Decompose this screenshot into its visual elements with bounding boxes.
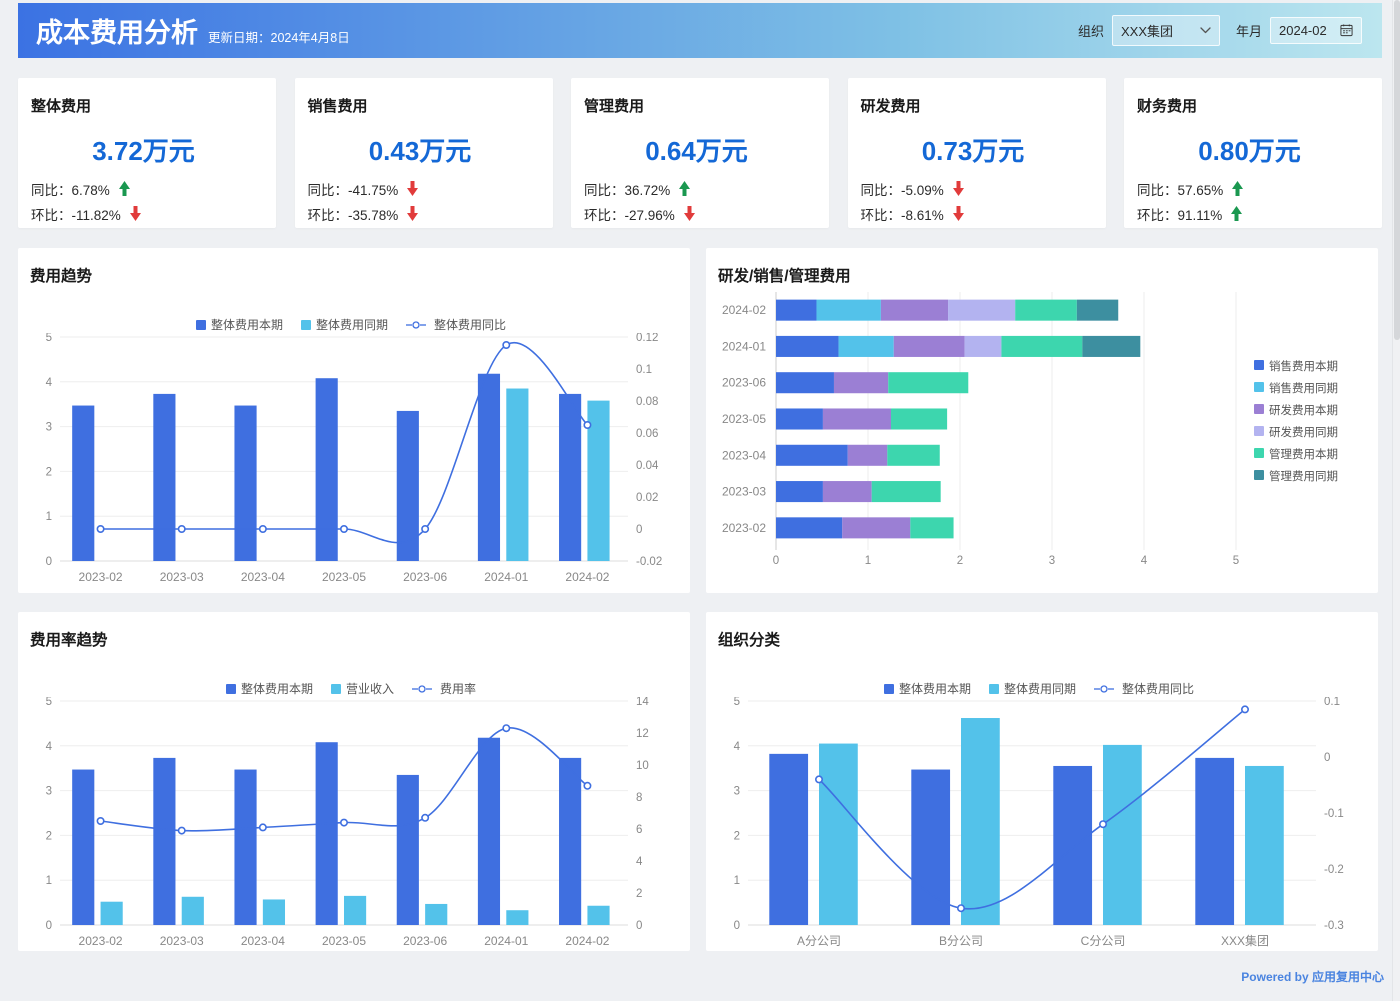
svg-text:5: 5 bbox=[46, 333, 52, 344]
svg-text:2: 2 bbox=[46, 830, 52, 842]
svg-text:2023-06: 2023-06 bbox=[403, 934, 447, 948]
svg-text:0.06: 0.06 bbox=[636, 428, 658, 440]
svg-text:0: 0 bbox=[773, 555, 779, 567]
svg-text:0: 0 bbox=[636, 920, 642, 932]
svg-text:4: 4 bbox=[46, 741, 53, 753]
svg-text:4: 4 bbox=[46, 377, 53, 389]
svg-text:2023-03: 2023-03 bbox=[160, 934, 204, 948]
svg-text:1: 1 bbox=[734, 875, 740, 887]
svg-text:6: 6 bbox=[636, 824, 642, 836]
svg-text:-0.02: -0.02 bbox=[636, 556, 662, 568]
svg-text:2023-05: 2023-05 bbox=[322, 934, 366, 948]
svg-text:2023-05: 2023-05 bbox=[322, 570, 366, 584]
svg-text:2023-03: 2023-03 bbox=[160, 570, 204, 584]
svg-text:2024-02: 2024-02 bbox=[722, 303, 766, 317]
svg-text:-0.1: -0.1 bbox=[1324, 808, 1344, 820]
svg-text:2023-06: 2023-06 bbox=[722, 376, 766, 390]
svg-text:0: 0 bbox=[46, 556, 52, 568]
svg-text:2023-02: 2023-02 bbox=[79, 934, 123, 948]
svg-text:14: 14 bbox=[636, 697, 649, 708]
svg-text:3: 3 bbox=[46, 422, 52, 434]
svg-text:2024-02: 2024-02 bbox=[565, 570, 609, 584]
svg-text:2023-04: 2023-04 bbox=[241, 570, 285, 584]
svg-text:2024-01: 2024-01 bbox=[484, 570, 528, 584]
svg-text:12: 12 bbox=[636, 728, 649, 740]
svg-text:0.08: 0.08 bbox=[636, 396, 658, 408]
svg-text:3: 3 bbox=[1049, 555, 1055, 567]
svg-text:2: 2 bbox=[957, 555, 963, 567]
svg-text:2024-01: 2024-01 bbox=[722, 339, 766, 353]
svg-text:5: 5 bbox=[734, 697, 740, 708]
svg-text:2024-01: 2024-01 bbox=[484, 934, 528, 948]
svg-text:2024-02: 2024-02 bbox=[565, 934, 609, 948]
svg-text:3: 3 bbox=[46, 786, 52, 798]
svg-text:8: 8 bbox=[636, 792, 642, 804]
svg-text:0: 0 bbox=[734, 920, 740, 932]
svg-text:1: 1 bbox=[46, 875, 52, 887]
svg-text:-0.2: -0.2 bbox=[1324, 864, 1344, 876]
svg-text:10: 10 bbox=[636, 760, 649, 772]
svg-text:2023-04: 2023-04 bbox=[241, 934, 285, 948]
svg-text:5: 5 bbox=[1233, 555, 1239, 567]
svg-text:2023-02: 2023-02 bbox=[79, 570, 123, 584]
svg-text:2023-02: 2023-02 bbox=[722, 521, 766, 535]
svg-text:5: 5 bbox=[46, 697, 52, 708]
svg-text:B分公司: B分公司 bbox=[939, 934, 983, 948]
svg-text:2023-04: 2023-04 bbox=[722, 448, 766, 462]
svg-text:1: 1 bbox=[46, 511, 52, 523]
svg-text:2: 2 bbox=[636, 888, 642, 900]
svg-text:C分公司: C分公司 bbox=[1081, 934, 1126, 948]
svg-text:0.1: 0.1 bbox=[1324, 697, 1340, 708]
svg-text:0.1: 0.1 bbox=[636, 364, 652, 376]
svg-text:4: 4 bbox=[734, 741, 741, 753]
svg-text:4: 4 bbox=[1141, 555, 1148, 567]
svg-text:2023-05: 2023-05 bbox=[722, 412, 766, 426]
svg-text:2: 2 bbox=[734, 830, 740, 842]
svg-text:0: 0 bbox=[636, 524, 642, 536]
svg-text:XXX集团: XXX集团 bbox=[1221, 933, 1269, 948]
svg-text:0.02: 0.02 bbox=[636, 492, 658, 504]
svg-text:1: 1 bbox=[865, 555, 871, 567]
svg-text:0: 0 bbox=[46, 920, 52, 932]
svg-text:0.12: 0.12 bbox=[636, 333, 658, 344]
svg-text:3: 3 bbox=[734, 786, 740, 798]
svg-text:2: 2 bbox=[46, 466, 52, 478]
svg-text:0.04: 0.04 bbox=[636, 460, 659, 472]
svg-text:-0.3: -0.3 bbox=[1324, 920, 1344, 932]
svg-text:2023-03: 2023-03 bbox=[722, 485, 766, 499]
svg-text:A分公司: A分公司 bbox=[797, 934, 841, 948]
svg-text:2023-06: 2023-06 bbox=[403, 570, 447, 584]
svg-text:0: 0 bbox=[1324, 752, 1330, 764]
svg-text:4: 4 bbox=[636, 856, 643, 868]
